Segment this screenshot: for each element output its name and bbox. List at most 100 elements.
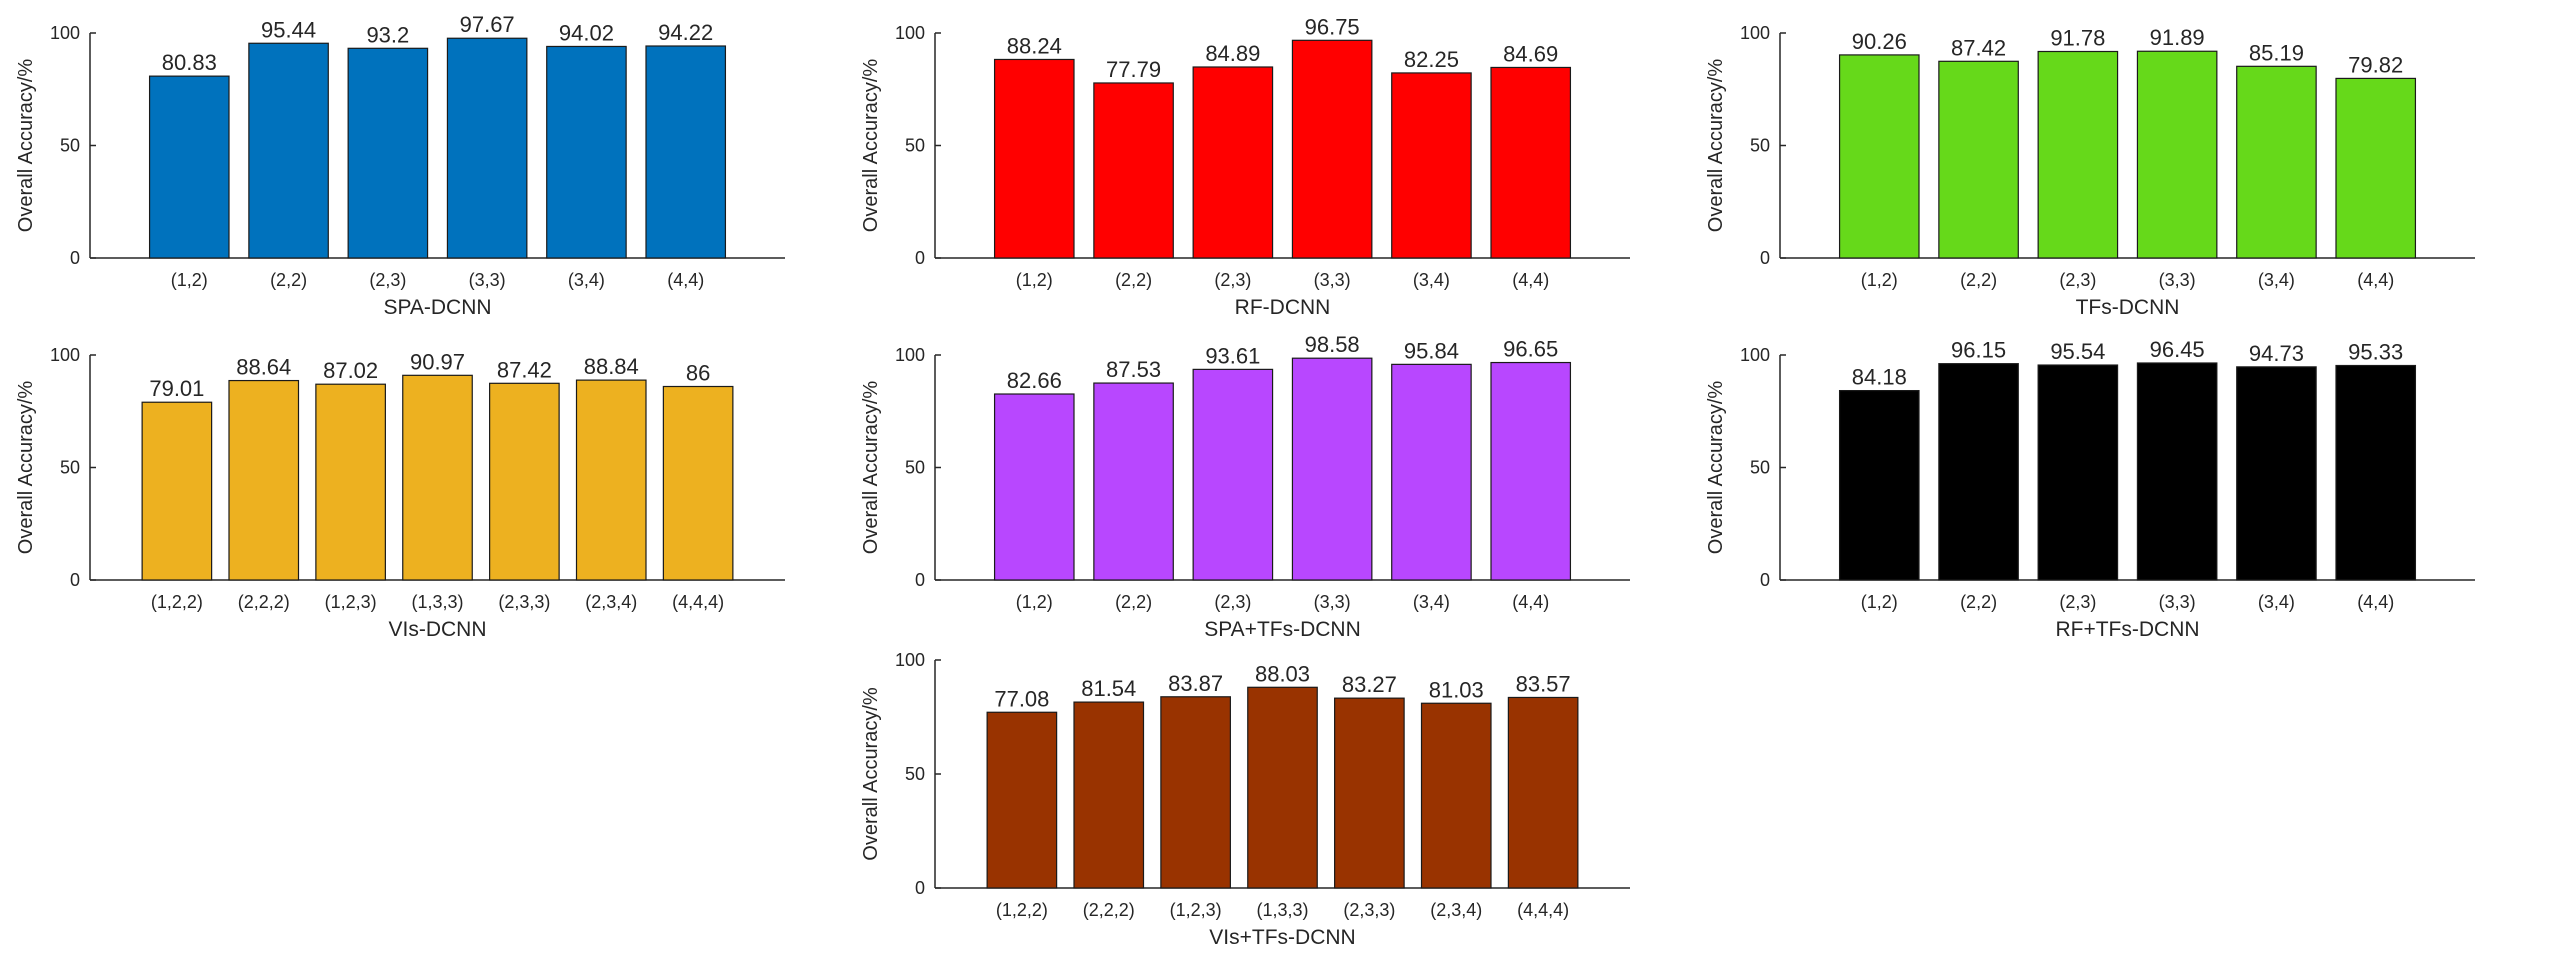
data-label: 91.78 (2050, 25, 2105, 50)
bar (402, 374, 473, 581)
y-tick-label: 50 (1750, 136, 1770, 156)
x-tick-label: (3,3) (469, 270, 506, 290)
x-tick-label: (2,3,4) (585, 592, 637, 612)
x-tick-label: (4,4,4) (1517, 900, 1569, 920)
data-label: 82.66 (1007, 368, 1062, 393)
data-label: 90.26 (1852, 29, 1907, 54)
bar (2037, 364, 2119, 581)
x-tick-label: (2,2) (1115, 592, 1152, 612)
bar (1938, 363, 2019, 581)
data-label: 93.61 (1205, 343, 1260, 368)
y-tick-label: 100 (895, 345, 925, 365)
y-tick-label: 100 (895, 23, 925, 43)
data-label: 88.03 (1255, 661, 1310, 686)
data-label: 82.25 (1404, 47, 1459, 72)
x-axis-title: SPA+TFs-DCNN (1204, 618, 1361, 641)
x-tick-label: (2,3) (369, 270, 406, 290)
bar (1490, 361, 1572, 581)
x-tick-label: (2,3) (2059, 270, 2096, 290)
x-tick-label: (2,3) (1214, 592, 1251, 612)
y-axis-title: Overall Accuracy/% (15, 59, 37, 233)
bar (1093, 82, 1174, 259)
x-axis-title: VIs-DCNN (389, 618, 487, 641)
bar (1192, 368, 1274, 581)
bar (141, 401, 213, 581)
x-tick-label: (2,3) (1214, 270, 1251, 290)
x-tick-label: (4,4,4) (672, 592, 724, 612)
y-tick-label: 50 (60, 136, 80, 156)
x-tick-label: (2,3,3) (498, 592, 550, 612)
bar (575, 379, 647, 581)
y-axis-title: Overall Accuracy/% (860, 381, 882, 555)
x-tick-label: (1,2) (171, 270, 208, 290)
x-tick-label: (3,3) (1314, 270, 1351, 290)
y-tick-label: 50 (905, 136, 925, 156)
y-axis-title: Overall Accuracy/% (860, 687, 882, 861)
bar (228, 379, 300, 581)
bar (1291, 357, 1373, 581)
data-label: 94.02 (559, 20, 614, 45)
bar (489, 382, 560, 581)
data-label: 97.67 (460, 12, 515, 37)
bar (1093, 382, 1174, 581)
bar (148, 75, 230, 259)
bar (1334, 697, 1405, 889)
data-label: 88.24 (1007, 33, 1062, 58)
y-tick-label: 50 (905, 458, 925, 478)
x-tick-label: (2,2) (1960, 270, 1997, 290)
x-tick-label: (3,4) (2258, 592, 2295, 612)
x-tick-label: (2,2,2) (1083, 900, 1135, 920)
x-tick-label: (3,4) (568, 270, 605, 290)
y-tick-label: 0 (915, 878, 925, 898)
x-tick-label: (1,2) (1861, 592, 1898, 612)
y-tick-label: 0 (915, 248, 925, 268)
data-label: 95.54 (2050, 339, 2105, 364)
data-label: 94.73 (2249, 341, 2304, 366)
y-axis-title: Overall Accuracy/% (1705, 59, 1727, 233)
x-tick-label: (3,4) (2258, 270, 2295, 290)
data-label: 84.89 (1205, 41, 1260, 66)
bar (993, 58, 1075, 259)
data-label: 87.53 (1106, 357, 1161, 382)
x-tick-label: (1,2,3) (325, 592, 377, 612)
bar (2136, 50, 2218, 259)
data-label: 93.2 (366, 22, 409, 47)
x-tick-label: (3,3) (1314, 592, 1351, 612)
bar (2037, 50, 2119, 259)
data-label: 81.54 (1081, 676, 1136, 701)
chart-panel-1: 0 50 100 Overall Accuracy/% 88.24 (1,2) 77.79 (… (860, 14, 1630, 319)
bar (1507, 696, 1579, 889)
x-axis-title: RF+TFs-DCNN (2055, 618, 2199, 641)
x-tick-label: (2,2,2) (238, 592, 290, 612)
x-tick-label: (4,4) (667, 270, 704, 290)
x-tick-label: (2,2) (1960, 592, 1997, 612)
data-label: 95.44 (261, 17, 316, 42)
x-axis-title: SPA-DCNN (383, 296, 491, 319)
data-label: 83.87 (1168, 671, 1223, 696)
data-label: 87.02 (323, 358, 378, 383)
data-label: 94.22 (658, 20, 713, 45)
y-tick-label: 100 (1740, 345, 1770, 365)
data-label: 88.84 (584, 354, 639, 379)
chart-panel-0: 0 50 100 Overall Accuracy/% 80.83 (1,2) 95.44 (… (15, 12, 785, 319)
y-axis-title: Overall Accuracy/% (1705, 381, 1727, 555)
data-label: 86 (686, 361, 710, 386)
bar (645, 45, 727, 259)
bar (2236, 65, 2317, 259)
data-label: 96.45 (2150, 337, 2205, 362)
data-label: 77.79 (1106, 57, 1161, 82)
bar (347, 47, 429, 259)
x-tick-label: (1,2) (1016, 592, 1053, 612)
bar (1938, 60, 2019, 259)
chart-panel-5: 0 50 100 Overall Accuracy/% 84.18 (1,2) 96.15 (… (1705, 337, 2475, 641)
x-tick-label: (1,2,2) (151, 592, 203, 612)
bar (2335, 77, 2417, 259)
bar (1838, 389, 1920, 581)
bar (986, 711, 1058, 889)
data-label: 91.89 (2150, 25, 2205, 50)
chart-panel-4: 0 50 100 Overall Accuracy/% 82.66 (1,2) 87.53 (… (860, 332, 1630, 641)
x-tick-label: (3,4) (1413, 592, 1450, 612)
x-tick-label: (1,3,3) (1256, 900, 1308, 920)
data-label: 83.27 (1342, 672, 1397, 697)
bar (662, 385, 734, 581)
